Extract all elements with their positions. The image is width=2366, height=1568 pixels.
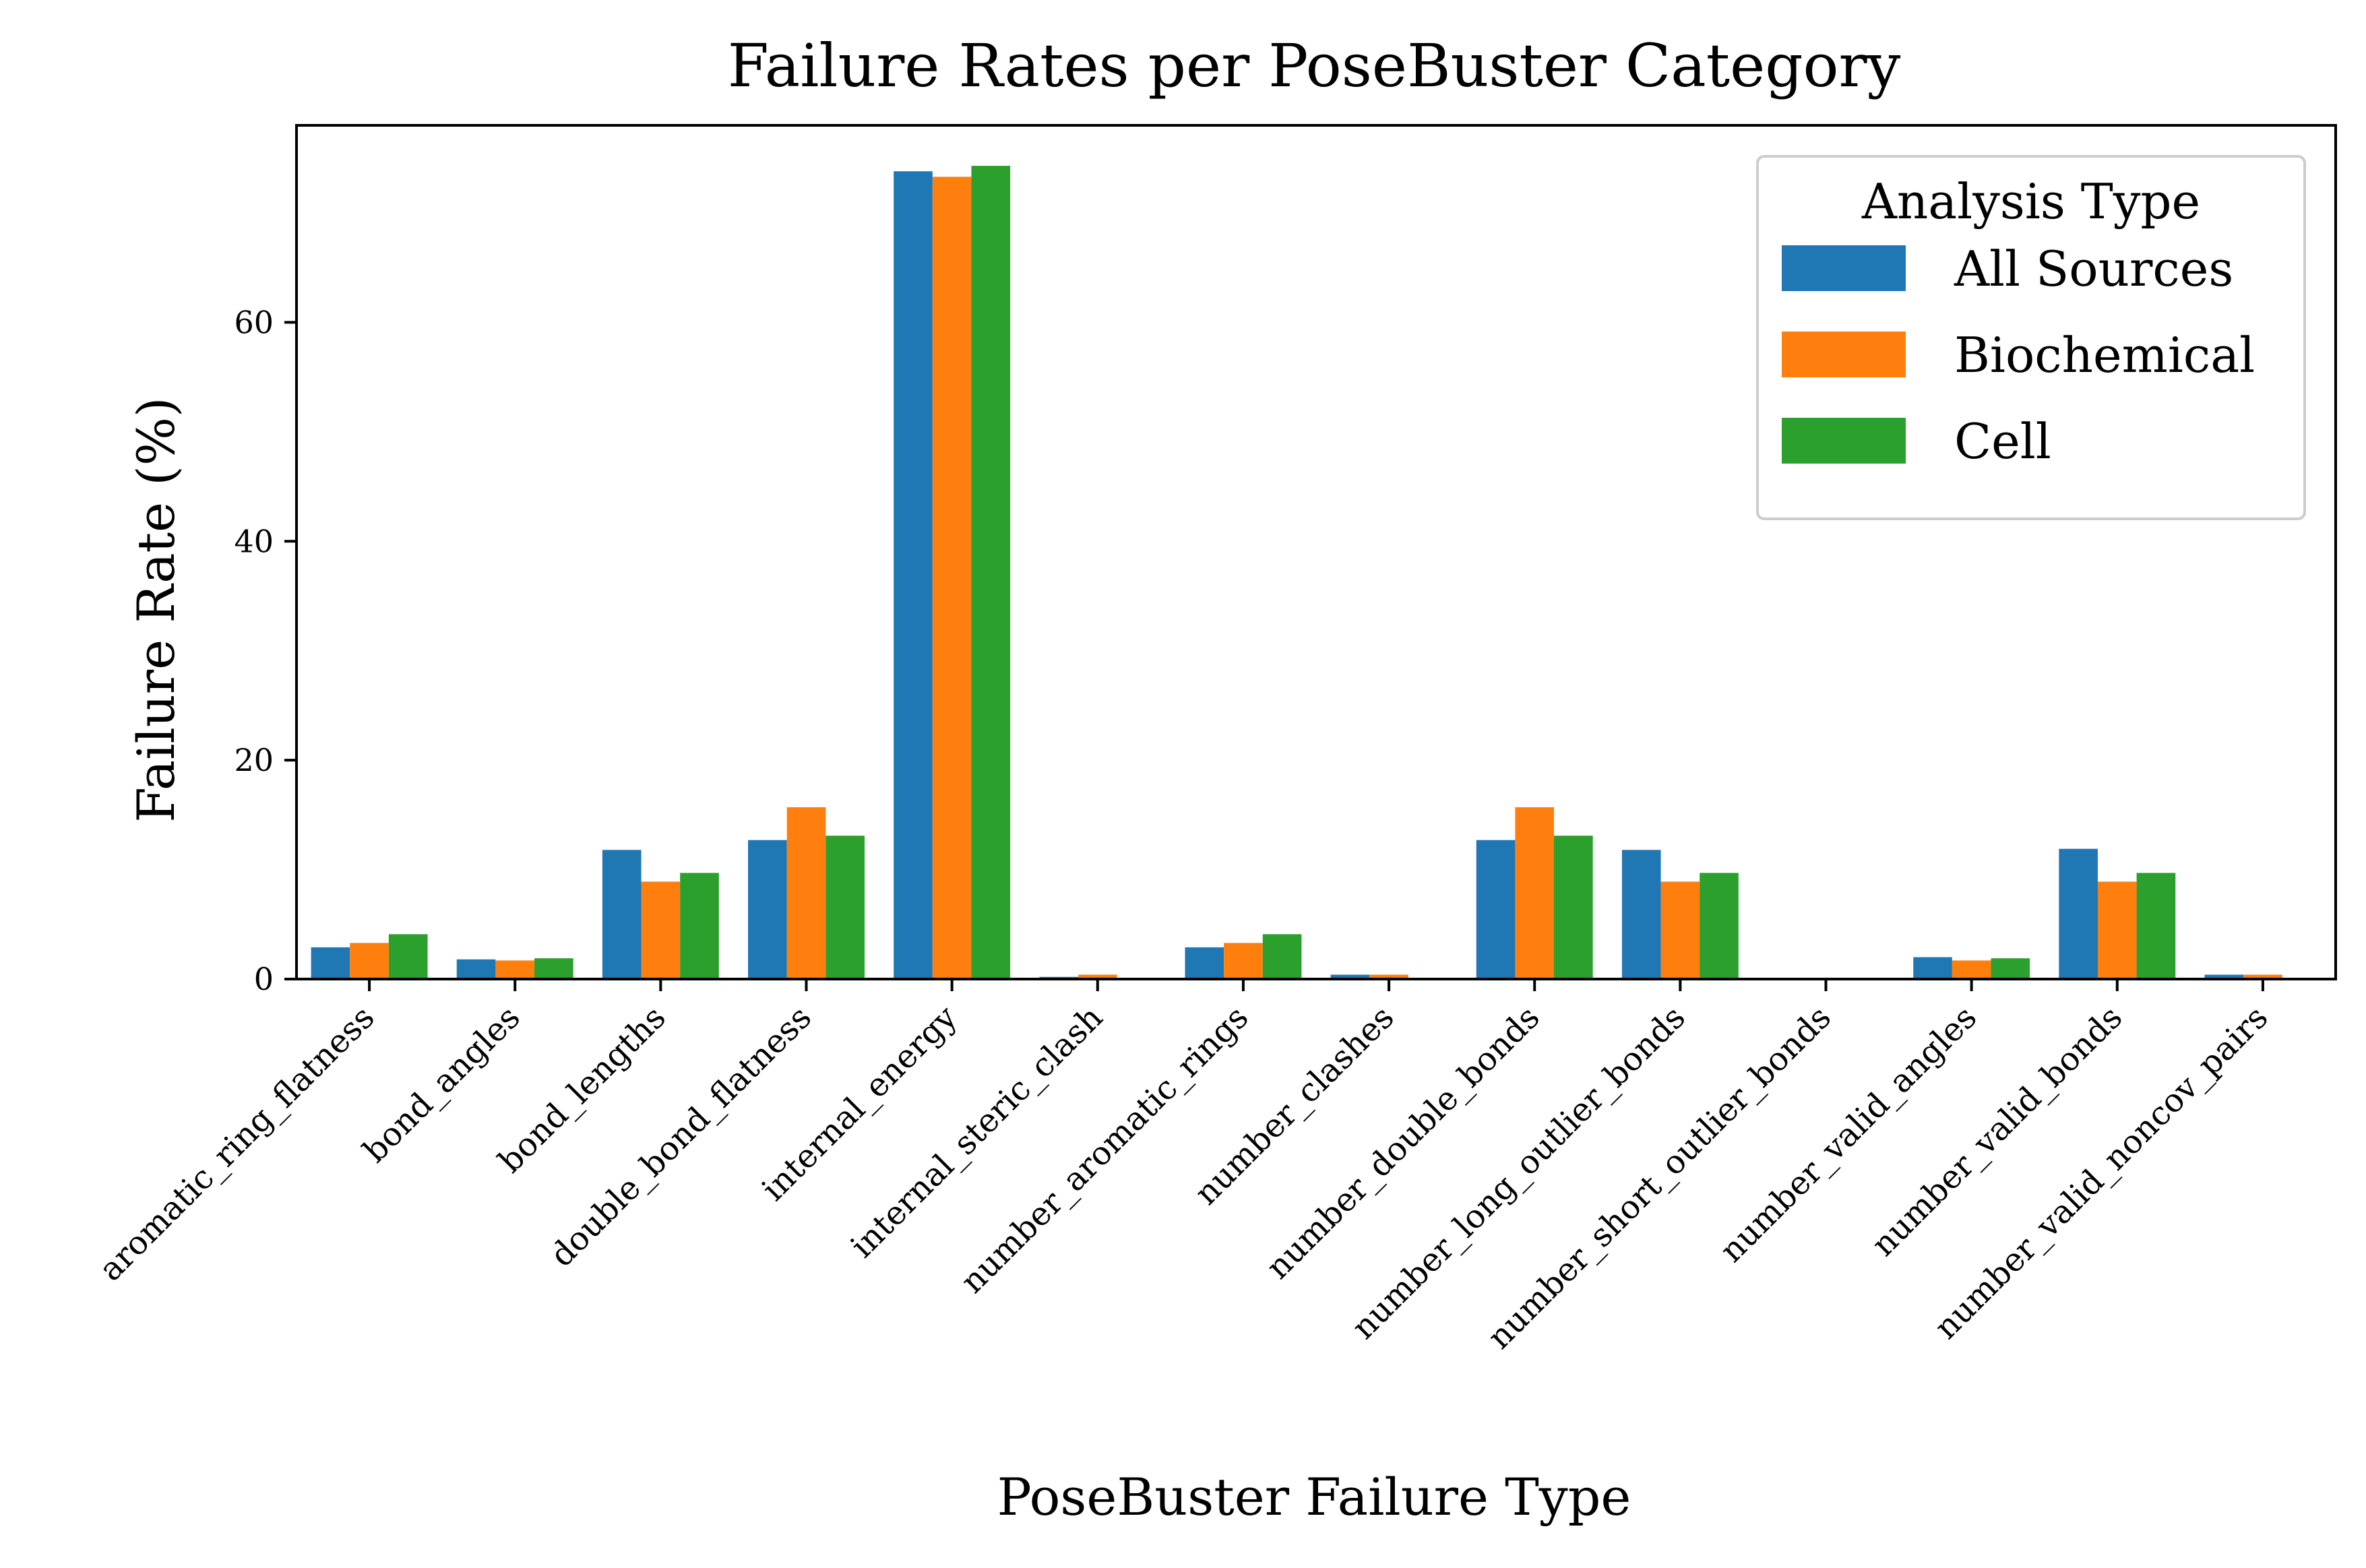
legend-label-all-sources: All Sources [1954,241,2233,297]
bar-double-bond-flatness-cell [826,836,865,979]
bar-number-clashes-all-sources [1330,974,1370,979]
bars-layer [311,166,2282,980]
y-axis-label: Failure Rate (%) [126,397,186,822]
bar-aromatic-ring-flatness-biochemical [350,943,389,979]
bar-aromatic-ring-flatness-all-sources [311,947,350,979]
bar-internal-energy-all-sources [894,171,933,979]
legend-label-cell: Cell [1954,413,2051,470]
bar-number-long-outlier-bonds-biochemical [1660,881,1700,979]
bar-bond-lengths-biochemical [641,881,681,979]
bar-number-valid-angles-cell [1991,958,2030,979]
bar-number-valid-noncov-pairs-all-sources [2204,974,2244,979]
legend-title: Analysis Type [1861,173,2200,230]
bar-number-double-bonds-biochemical [1515,807,1555,979]
bar-number-aromatic-rings-all-sources [1185,947,1224,979]
bar-number-valid-bonds-biochemical [2097,881,2137,979]
bar-number-aromatic-rings-biochemical [1224,943,1263,979]
bar-internal-energy-cell [971,166,1011,979]
bar-number-valid-angles-all-sources [1913,957,1952,979]
bar-bond-angles-biochemical [495,960,535,979]
bar-double-bond-flatness-biochemical [786,807,826,979]
legend-swatch-biochemical [1782,332,1906,377]
bar-number-clashes-biochemical [1369,974,1408,979]
bar-aromatic-ring-flatness-cell [388,934,428,979]
x-tick-label-internal-steric-clash: internal_steric_clash [844,999,1111,1265]
bar-number-long-outlier-bonds-cell [1700,873,1739,979]
legend-swatch-all-sources [1782,245,1906,291]
bar-bond-lengths-cell [680,873,719,979]
bar-number-valid-angles-biochemical [1952,960,1991,979]
y-tick-label: 60 [234,304,274,340]
bar-number-double-bonds-all-sources [1476,840,1516,979]
x-tick-label-number-valid-bonds: number_valid_bonds [1865,999,2129,1263]
plot-frame [295,124,2337,980]
legend-swatch-cell [1782,418,1906,464]
bar-bond-angles-all-sources [456,959,496,979]
bar-number-aromatic-rings-cell [1262,934,1302,979]
bar-number-double-bonds-cell [1554,836,1593,979]
bar-double-bond-flatness-all-sources [748,840,787,979]
x-tick-label-aromatic-ring-flatness: aromatic_ring_flatness [92,999,381,1288]
chart-title: Failure Rates per PoseBuster Category [728,31,1901,100]
bar-number-valid-bonds-all-sources [2059,848,2098,979]
bar-internal-steric-clash-biochemical [1078,974,1117,979]
y-tick-label: 20 [234,742,274,778]
bar-internal-energy-biochemical [932,177,972,980]
x-axis-label: PoseBuster Failure Type [997,1467,1631,1527]
legend-label-biochemical: Biochemical [1954,327,2255,383]
legend: Analysis Type All Sources Biochemical Cell [1756,155,2306,520]
x-tick-label-number-aromatic-rings: number_aromatic_rings [954,999,1255,1300]
bar-number-valid-bonds-cell [2136,873,2176,979]
y-tick-label: 40 [234,523,274,559]
y-tick-label: 0 [254,961,274,997]
bar-number-long-outlier-bonds-all-sources [1621,850,1661,979]
bar-bond-angles-cell [534,958,573,979]
x-tick-label-number-double-bonds: number_double_bonds [1259,999,1547,1286]
x-tick-label-number-valid-angles: number_valid_angles [1713,999,1985,1270]
bar-bond-lengths-all-sources [602,850,642,979]
bar-number-valid-noncov-pairs-biochemical [2243,974,2282,979]
x-tick-label-double-bond-flatness: double_bond_flatness [543,999,819,1274]
